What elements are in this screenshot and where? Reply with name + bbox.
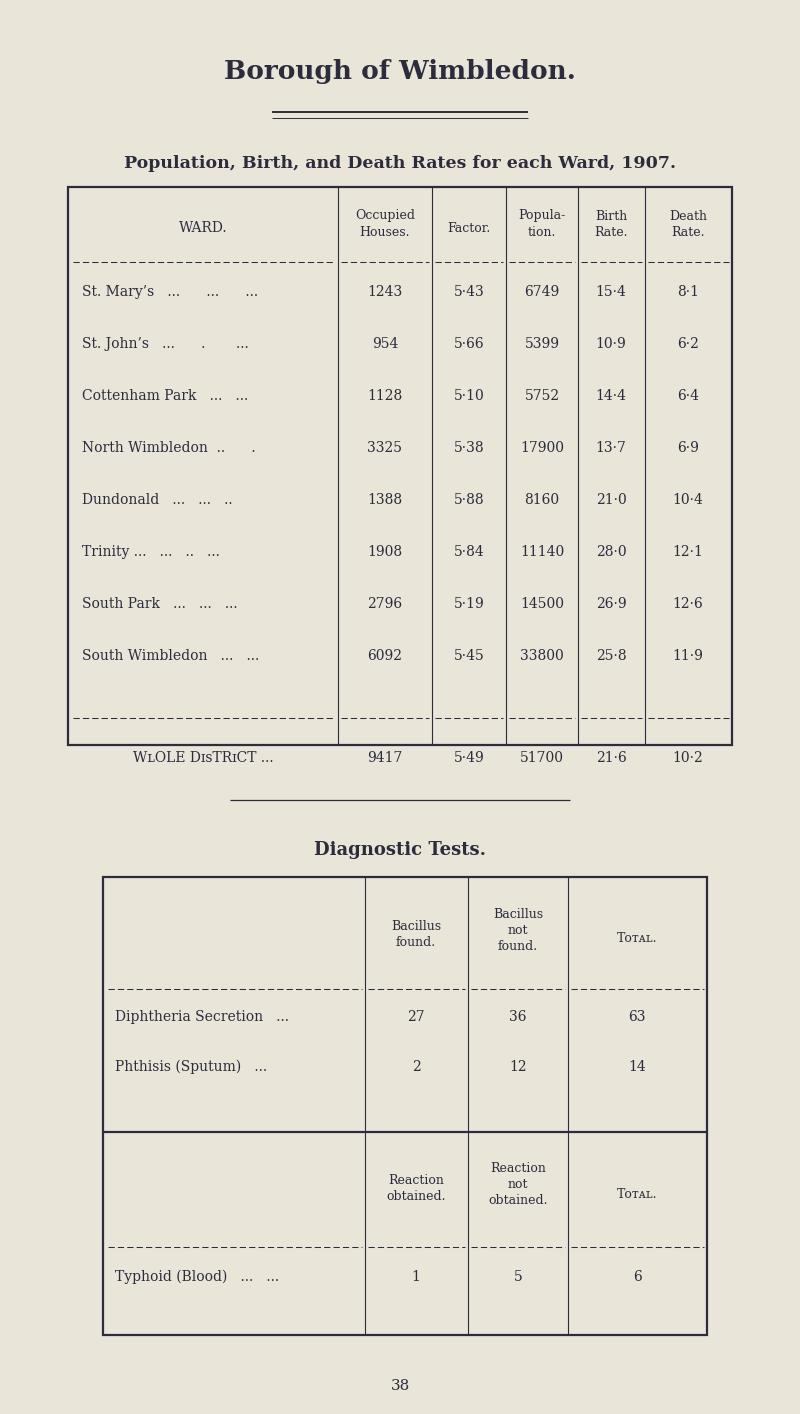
Text: Death
Rate.: Death Rate. [669, 209, 707, 239]
Text: 6: 6 [633, 1270, 642, 1284]
Text: Population, Birth, and Death Rates for each Ward, 1907.: Population, Birth, and Death Rates for e… [124, 154, 676, 171]
Text: 9417: 9417 [367, 751, 402, 765]
Text: St. John’s   ...      .       ...: St. John’s ... . ... [82, 337, 249, 351]
Text: Typhoid (Blood)   ...   ...: Typhoid (Blood) ... ... [115, 1270, 279, 1284]
Text: 5·88: 5·88 [454, 493, 484, 508]
Text: Tᴏᴛᴀʟ.: Tᴏᴛᴀʟ. [617, 932, 658, 946]
Text: 10·9: 10·9 [596, 337, 626, 351]
Text: Birth
Rate.: Birth Rate. [594, 209, 628, 239]
Text: Occupied
Houses.: Occupied Houses. [355, 209, 415, 239]
Text: 5·49: 5·49 [454, 751, 484, 765]
Bar [103, 877, 707, 1335]
Text: WʟOLE DɪѕTRɪCT ...: WʟOLE DɪѕTRɪCT ... [133, 751, 274, 765]
Text: North Wimbledon  ..      .: North Wimbledon .. . [82, 441, 256, 455]
Text: 1128: 1128 [367, 389, 402, 403]
Text: 38: 38 [390, 1379, 410, 1393]
Text: 5752: 5752 [525, 389, 559, 403]
Text: Borough of Wimbledon.: Borough of Wimbledon. [224, 59, 576, 85]
Text: Reaction
not
obtained.: Reaction not obtained. [488, 1162, 548, 1208]
Text: 5·84: 5·84 [454, 544, 484, 559]
Text: South Park   ...   ...   ...: South Park ... ... ... [82, 597, 238, 611]
Text: St. Mary’s   ...      ...      ...: St. Mary’s ... ... ... [82, 286, 258, 298]
Text: 14·4: 14·4 [595, 389, 626, 403]
Text: 6749: 6749 [524, 286, 560, 298]
Text: Diagnostic Tests.: Diagnostic Tests. [314, 841, 486, 858]
Text: 5·10: 5·10 [454, 389, 484, 403]
Text: 27: 27 [407, 1010, 425, 1024]
Text: 8·1: 8·1 [677, 286, 699, 298]
Text: 8160: 8160 [525, 493, 559, 508]
Text: 21·6: 21·6 [596, 751, 626, 765]
Text: 1388: 1388 [367, 493, 402, 508]
Text: 51700: 51700 [520, 751, 564, 765]
Text: 17900: 17900 [520, 441, 564, 455]
Text: 5·45: 5·45 [454, 649, 484, 663]
Text: 11·9: 11·9 [673, 649, 703, 663]
Text: 5·66: 5·66 [454, 337, 484, 351]
Text: 1: 1 [411, 1270, 421, 1284]
Text: Diphtheria Secretion   ...: Diphtheria Secretion ... [115, 1010, 289, 1024]
Bar [68, 187, 732, 745]
Text: South Wimbledon   ...   ...: South Wimbledon ... ... [82, 649, 259, 663]
Text: Dundonald   ...   ...   ..: Dundonald ... ... .. [82, 493, 233, 508]
Text: Reaction
obtained.: Reaction obtained. [386, 1175, 446, 1203]
Text: 1243: 1243 [367, 286, 402, 298]
Text: 6·4: 6·4 [677, 389, 699, 403]
Text: 21·0: 21·0 [596, 493, 626, 508]
Text: 10·4: 10·4 [673, 493, 703, 508]
Text: WARD.: WARD. [178, 221, 227, 235]
Text: 36: 36 [510, 1010, 526, 1024]
Text: Popula-
tion.: Popula- tion. [518, 209, 566, 239]
Text: 12: 12 [509, 1060, 527, 1075]
Text: Bacillus
not
found.: Bacillus not found. [493, 908, 543, 953]
Text: 13·7: 13·7 [595, 441, 626, 455]
Text: 15·4: 15·4 [595, 286, 626, 298]
Text: Trinity ...   ...   ..   ...: Trinity ... ... .. ... [82, 544, 220, 559]
Text: 14: 14 [628, 1060, 646, 1075]
Text: 2: 2 [412, 1060, 420, 1075]
Text: Cottenham Park   ...   ...: Cottenham Park ... ... [82, 389, 248, 403]
Text: 28·0: 28·0 [596, 544, 626, 559]
Text: 25·8: 25·8 [596, 649, 626, 663]
Text: 5399: 5399 [525, 337, 559, 351]
Text: 6·2: 6·2 [677, 337, 699, 351]
Text: Bacillus
found.: Bacillus found. [391, 919, 441, 949]
Text: 5·43: 5·43 [454, 286, 484, 298]
Text: 5·19: 5·19 [454, 597, 484, 611]
Text: 3325: 3325 [367, 441, 402, 455]
Text: 6·9: 6·9 [677, 441, 699, 455]
Text: 6092: 6092 [367, 649, 402, 663]
Text: 33800: 33800 [520, 649, 564, 663]
Text: 11140: 11140 [520, 544, 564, 559]
Text: 5·38: 5·38 [454, 441, 484, 455]
Text: 5: 5 [514, 1270, 522, 1284]
Text: 63: 63 [628, 1010, 646, 1024]
Text: 26·9: 26·9 [596, 597, 626, 611]
Text: Factor.: Factor. [447, 222, 490, 235]
Text: 1908: 1908 [367, 544, 402, 559]
Text: 12·6: 12·6 [673, 597, 703, 611]
Text: 14500: 14500 [520, 597, 564, 611]
Text: Phthisis (Sputum)   ...: Phthisis (Sputum) ... [115, 1060, 267, 1075]
Text: 10·2: 10·2 [673, 751, 703, 765]
Text: 2796: 2796 [367, 597, 402, 611]
Text: 12·1: 12·1 [673, 544, 703, 559]
Text: Tᴏᴛᴀʟ.: Tᴏᴛᴀʟ. [617, 1188, 658, 1200]
Text: 954: 954 [372, 337, 398, 351]
